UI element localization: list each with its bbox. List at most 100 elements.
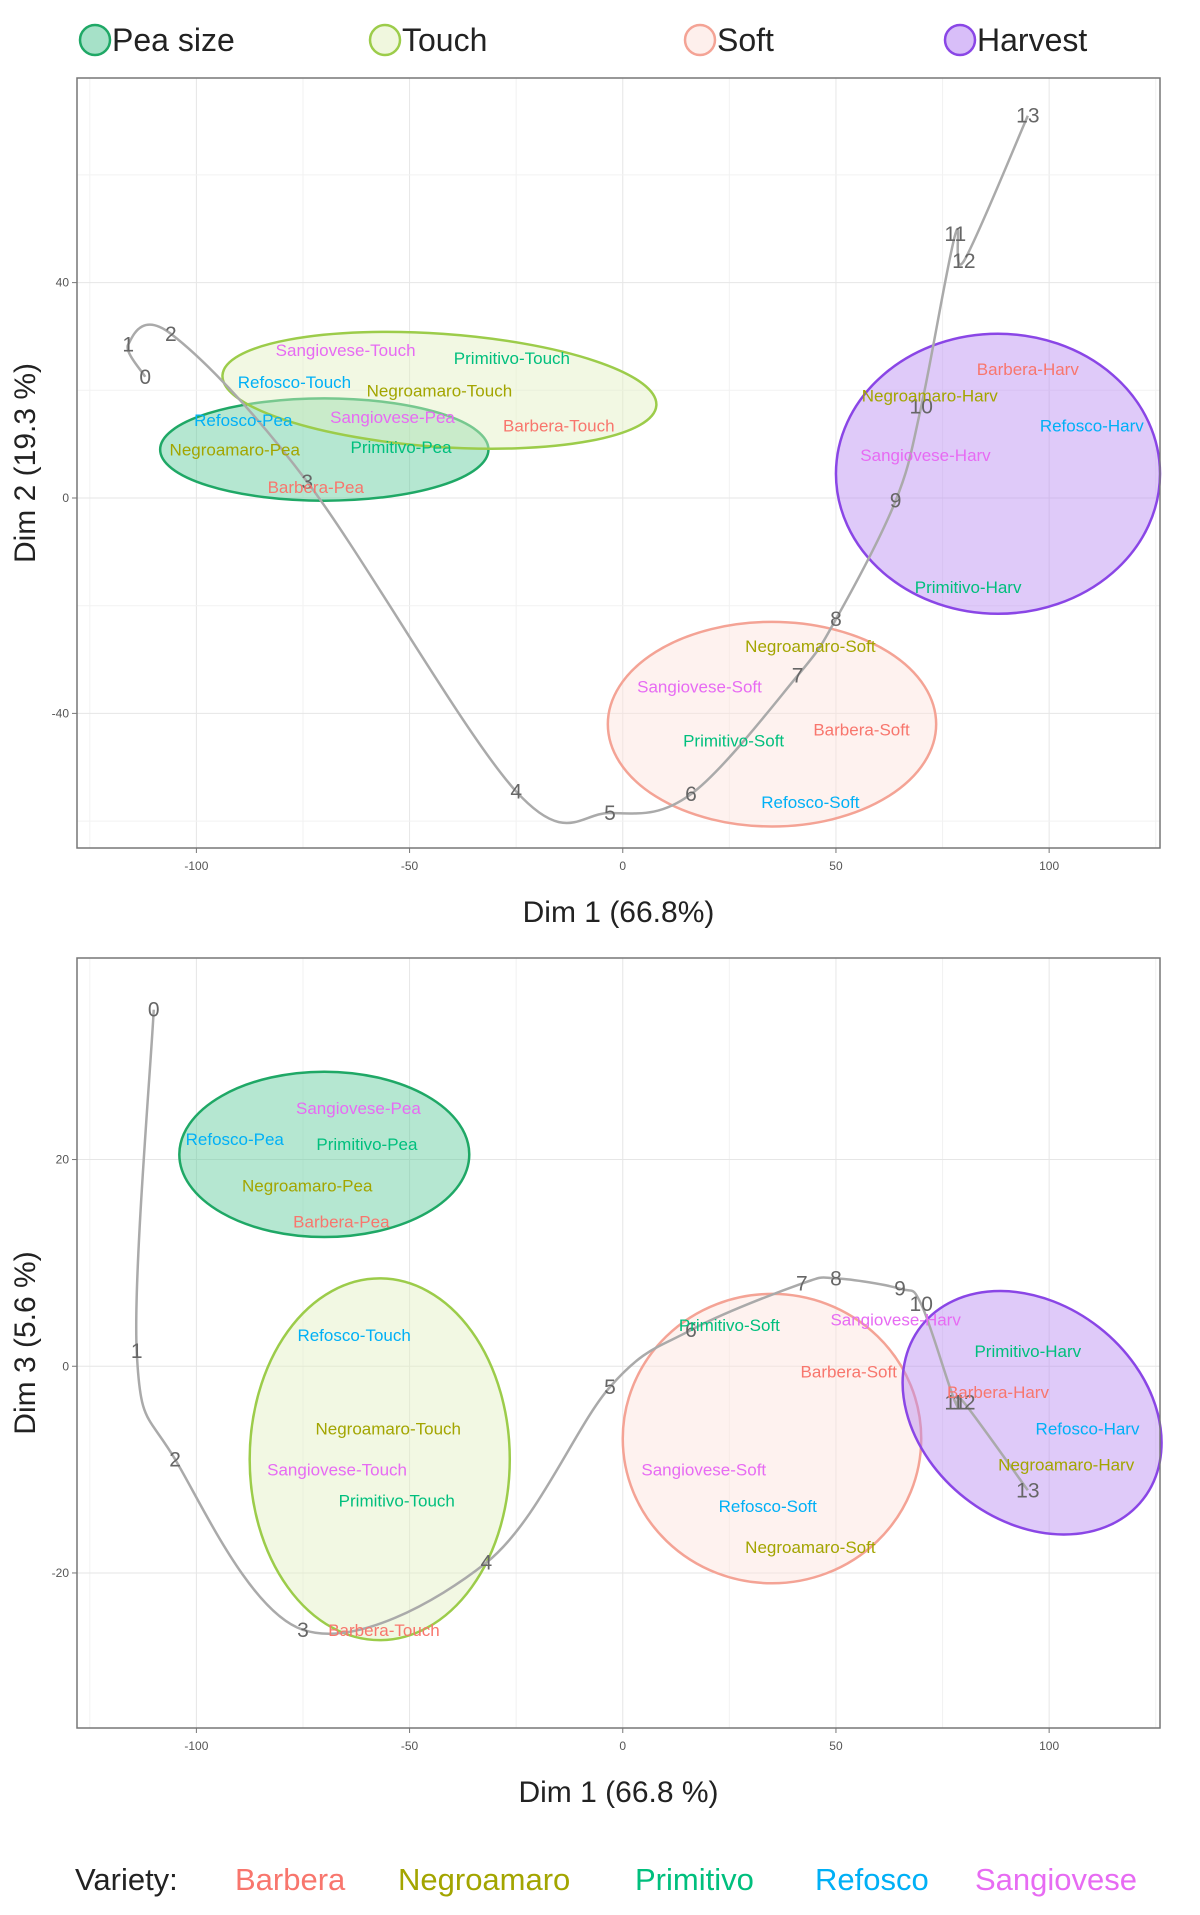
point-label: Sangiovese-Touch xyxy=(267,1461,407,1480)
x-axis-title: Dim 1 (66.8%) xyxy=(523,896,715,929)
x-tick-label: 50 xyxy=(829,859,843,873)
point-label: Negroamaro-Pea xyxy=(170,441,301,460)
x-tick-label: 0 xyxy=(619,859,626,873)
trajectory-label: 4 xyxy=(510,780,522,803)
trajectory-label: 13 xyxy=(1016,1479,1039,1502)
point-label: Primitivo-Harv xyxy=(974,1342,1081,1361)
point-label: Primitivo-Touch xyxy=(339,1492,455,1511)
plot-area xyxy=(77,958,1160,1728)
point-label: Primitivo-Touch xyxy=(454,349,570,368)
ellipse-touch xyxy=(221,330,658,450)
variety-legend-title: Variety: xyxy=(75,1862,178,1897)
point-label: Primitivo-Pea xyxy=(316,1135,418,1154)
point-label: Negroamaro-Harv xyxy=(862,387,999,406)
point-label: Refosco-Soft xyxy=(719,1497,818,1516)
stage-legend-swatch xyxy=(78,23,112,57)
plot-border xyxy=(76,77,1161,849)
trajectory-label: 6 xyxy=(685,783,697,806)
trajectory-label: 4 xyxy=(480,1552,492,1575)
point-label: Primitivo-Harv xyxy=(915,578,1022,597)
point-label: Primitivo-Soft xyxy=(679,1316,780,1335)
point-label: Barbera-Touch xyxy=(328,1621,440,1640)
point-label: Refosco-Touch xyxy=(297,1326,410,1345)
y-tick-label: 0 xyxy=(62,1359,69,1373)
stage-legend-label: Harvest xyxy=(977,22,1087,58)
y-tick-label: -40 xyxy=(52,706,70,720)
point-label: Refosco-Harv xyxy=(1036,1419,1140,1438)
trajectory-label: 7 xyxy=(792,665,804,688)
trajectory-label: 0 xyxy=(139,366,151,389)
trajectory-label: 12 xyxy=(952,250,975,273)
point-label: Barbera-Pea xyxy=(268,478,365,497)
trajectory-label: 10 xyxy=(910,1293,933,1316)
point-label: Refosco-Touch xyxy=(238,373,351,392)
stage-legend-item: Touch xyxy=(368,22,487,58)
point-label: Negroamaro-Pea xyxy=(242,1176,373,1195)
plot-area xyxy=(77,78,1160,848)
point-label: Sangiovese-Soft xyxy=(641,1461,766,1480)
stage-legend-swatch xyxy=(943,23,977,57)
stage-legend-item: Pea size xyxy=(78,22,235,58)
point-label: Sangiovese-Harv xyxy=(830,1311,961,1330)
y-tick-label: -20 xyxy=(52,1566,70,1580)
y-tick-label: 20 xyxy=(56,1153,70,1167)
point-label: Refosco-Soft xyxy=(761,793,860,812)
point-label: Sangiovese-Pea xyxy=(330,408,455,427)
trajectory-label: 12 xyxy=(952,1391,975,1414)
ellipse-pea-size xyxy=(178,1070,471,1239)
point-label: Refosco-Pea xyxy=(186,1130,285,1149)
point-label: Barbera-Soft xyxy=(813,721,910,740)
stage-legend-item: Soft xyxy=(683,22,774,58)
x-tick-label: -100 xyxy=(184,859,208,873)
variety-legend-item: Refosco xyxy=(815,1862,929,1897)
y-axis-title: Dim 2 (19.3 %) xyxy=(9,363,42,563)
trajectory-label: 2 xyxy=(165,323,177,346)
ellipse-soft xyxy=(606,620,938,828)
point-label: Barbera-Touch xyxy=(503,416,615,435)
stage-legend-item: Harvest xyxy=(943,22,1087,58)
point-label: Sangiovese-Pea xyxy=(296,1099,421,1118)
trajectory-label: 2 xyxy=(169,1448,181,1471)
point-label: Barbera-Pea xyxy=(293,1213,390,1232)
variety-legend-item: Sangiovese xyxy=(975,1862,1137,1897)
variety-legend-item: Negroamaro xyxy=(398,1862,570,1897)
grid xyxy=(77,78,1160,848)
trajectory-label: 10 xyxy=(910,395,933,418)
x-tick-label: -100 xyxy=(184,1739,208,1753)
point-label: Negroamaro-Soft xyxy=(745,1538,876,1557)
point-label: Sangiovese-Touch xyxy=(276,341,416,360)
point-label: Refosco-Pea xyxy=(194,411,293,430)
trajectory-line xyxy=(134,1009,1029,1635)
trajectory-label: 0 xyxy=(148,999,160,1022)
trajectory-label: 11 xyxy=(944,1391,966,1414)
point-label: Sangiovese-Soft xyxy=(637,677,762,696)
stage-legend-label: Touch xyxy=(402,22,487,58)
trajectory-label: 9 xyxy=(894,1278,906,1301)
trajectory-label: 5 xyxy=(604,1376,616,1399)
point-label: Negroamaro-Soft xyxy=(745,637,876,656)
stage-legend: Pea size Touch Soft Harvest xyxy=(78,22,1087,58)
stage-legend-swatch xyxy=(683,23,717,57)
trajectory-label: 5 xyxy=(604,802,616,825)
variety-legend-item: Barbera xyxy=(235,1862,346,1897)
point-label: Barbera-Harv xyxy=(977,360,1080,379)
trajectory-line xyxy=(126,115,1029,825)
trajectory-label: 6 xyxy=(685,1319,697,1342)
stage-legend-label: Soft xyxy=(717,22,774,58)
grid xyxy=(77,958,1160,1728)
trajectory-label: 11 xyxy=(944,223,966,246)
x-tick-label: 100 xyxy=(1039,859,1059,873)
x-tick-label: 100 xyxy=(1039,1739,1059,1753)
y-axis-title: Dim 3 (5.6 %) xyxy=(9,1251,42,1434)
variety-legend: Variety: Barbera Negroamaro Primitivo Refosc… xyxy=(75,1862,1137,1897)
point-label: Sangiovese-Harv xyxy=(860,446,991,465)
trajectory-label: 3 xyxy=(301,471,313,494)
point-label: Primitivo-Pea xyxy=(351,438,453,457)
x-tick-label: 50 xyxy=(829,1739,843,1753)
x-tick-label: 0 xyxy=(619,1739,626,1753)
y-tick-label: 40 xyxy=(56,276,70,290)
point-label: Negroamaro-Touch xyxy=(315,1419,461,1438)
trajectory-label: 7 xyxy=(796,1273,808,1296)
